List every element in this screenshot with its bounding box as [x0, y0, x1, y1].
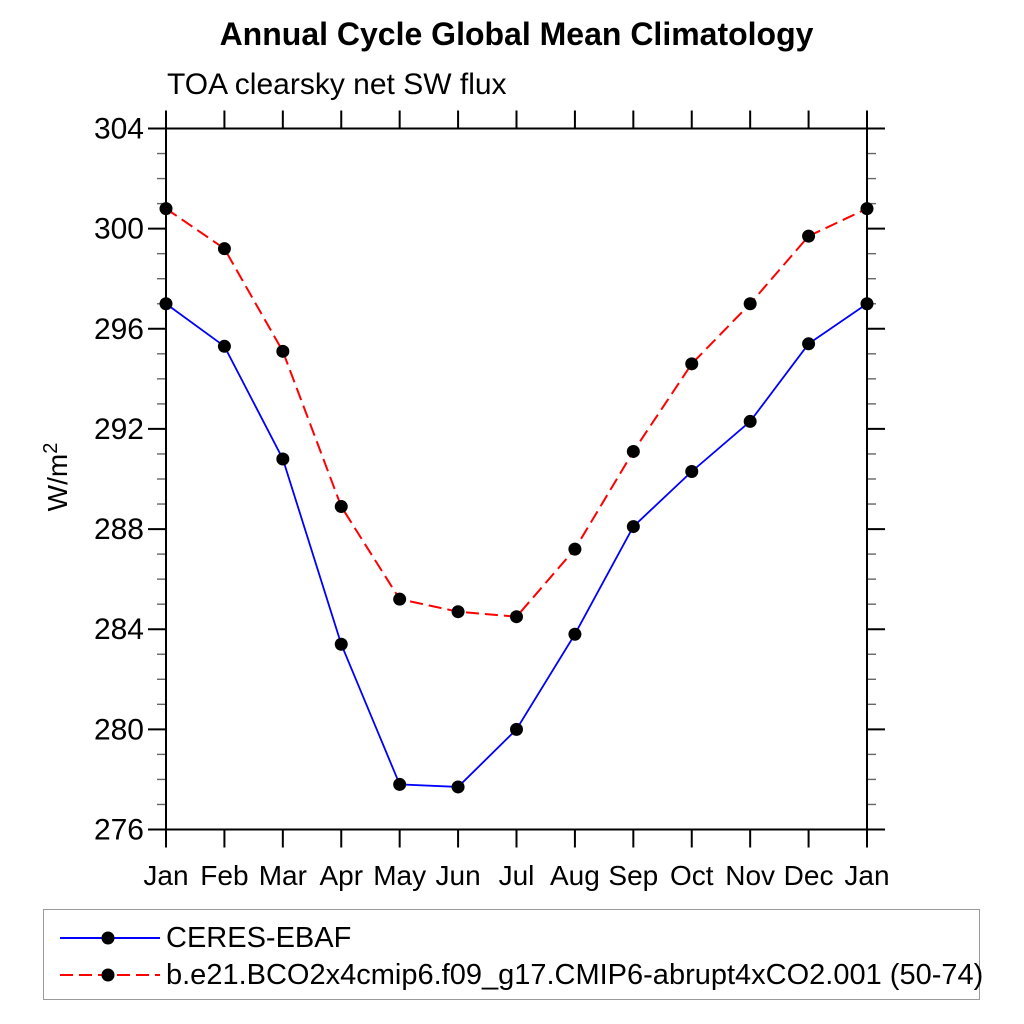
x-tick-label: Aug — [550, 860, 600, 891]
data-point-marker — [685, 357, 699, 371]
data-point-marker — [334, 500, 348, 514]
legend-line-sample-1 — [60, 968, 160, 982]
data-point-marker — [510, 722, 523, 736]
x-tick-label: May — [373, 860, 426, 891]
x-tick-label: Jun — [436, 860, 481, 891]
legend-line-sample-0 — [60, 931, 160, 945]
data-point-marker — [568, 542, 582, 556]
chart-title: Annual Cycle Global Mean Climatology — [219, 16, 814, 52]
legend-entry-model: b.e21.BCO2x4cmip6.f09_g17.CMIP6-abrupt4x… — [58, 958, 984, 991]
x-tick-label: Mar — [259, 860, 307, 891]
data-point-marker — [276, 344, 290, 358]
y-tick-label: 280 — [94, 713, 144, 746]
legend-label: b.e21.BCO2x4cmip6.f09_g17.CMIP6-abrupt4x… — [166, 958, 984, 991]
data-point-marker — [802, 337, 816, 351]
y-tick-label: 300 — [94, 213, 144, 246]
axis-tick-labels: 276 280 284 288 292 296 300 304 Jan Feb Mar Apr May J… — [94, 113, 890, 892]
data-point-marker — [743, 414, 757, 428]
data-point-marker — [334, 637, 348, 651]
data-point-marker — [802, 229, 816, 243]
x-tick-label: Dec — [784, 860, 834, 891]
data-point-marker — [217, 339, 231, 353]
data-point-marker — [393, 592, 407, 606]
x-tick-label: Nov — [725, 860, 775, 891]
legend-entry-ceres-ebaf: CERES-EBAF — [58, 921, 352, 954]
plot-frame — [165, 127, 868, 831]
x-tick-label: Sep — [608, 860, 658, 891]
data-point-marker — [860, 297, 874, 311]
y-tick-label: 276 — [94, 814, 144, 847]
data-point-marker — [510, 610, 523, 624]
series-line-0 — [165, 303, 868, 788]
data-point-marker — [451, 780, 465, 794]
data-point-marker — [217, 242, 231, 256]
legend-box: CERES-EBAF b.e21.BCO2x4cmip6.f09_g17.CMI… — [43, 909, 984, 1000]
x-tick-label: Oct — [670, 860, 714, 891]
data-point-marker — [276, 452, 290, 466]
y-tick-label: 292 — [94, 413, 144, 446]
data-point-marker — [626, 520, 640, 534]
x-tick-label: Feb — [200, 860, 248, 891]
data-point-marker — [685, 464, 699, 478]
x-tick-label: Jan — [143, 860, 188, 891]
data-point-marker — [568, 627, 582, 641]
data-point-marker — [393, 777, 407, 791]
legend-marker — [101, 931, 115, 945]
y-tick-label: 296 — [94, 313, 144, 346]
series-line-1 — [165, 207, 868, 618]
y-tick-label: 304 — [94, 113, 144, 146]
chart-subtitle: TOA clearsky net SW flux — [167, 68, 507, 101]
legend-label: CERES-EBAF — [166, 921, 352, 954]
data-point-marker — [159, 202, 173, 216]
data-point-marker — [451, 605, 465, 619]
series-0 — [159, 297, 874, 794]
x-tick-label: Jul — [499, 860, 535, 891]
data-point-marker — [626, 444, 640, 458]
series-1 — [159, 202, 874, 624]
data-point-marker — [159, 297, 173, 311]
x-tick-label: Jan — [844, 860, 889, 891]
x-tick-label: Apr — [319, 860, 363, 891]
legend-marker — [101, 968, 115, 982]
data-point-marker — [743, 297, 757, 311]
y-tick-label: 284 — [94, 613, 144, 646]
axis-ticks — [148, 110, 885, 848]
data-point-marker — [860, 202, 874, 216]
y-tick-label: 288 — [94, 513, 144, 546]
